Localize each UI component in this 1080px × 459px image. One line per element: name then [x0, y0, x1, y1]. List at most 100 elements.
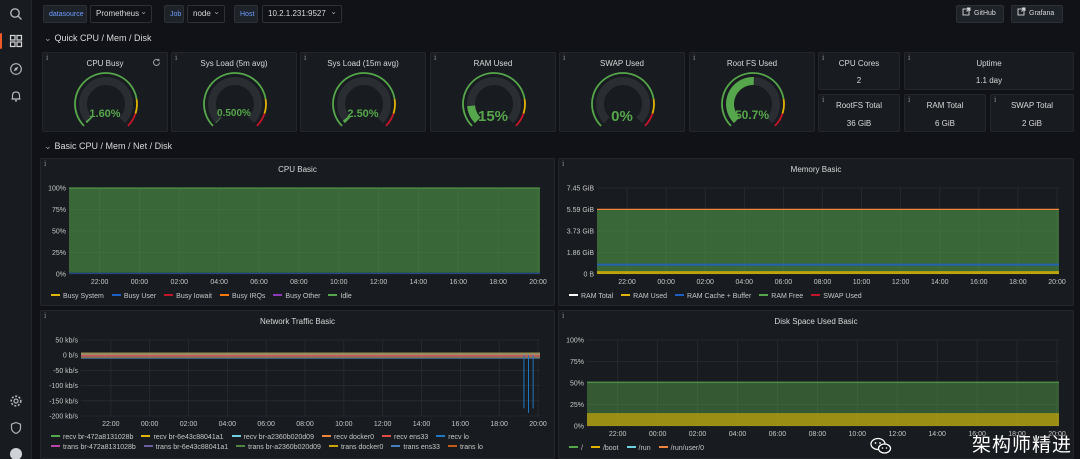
y-tick-label: 50 kb/s	[55, 338, 78, 345]
legend-label: RAM Total	[581, 293, 614, 300]
legend-item[interactable]: /run	[626, 444, 651, 454]
legend-item[interactable]: /run/user/0	[658, 444, 704, 454]
search-icon[interactable]	[9, 7, 23, 21]
legend-item[interactable]: trans lo	[447, 443, 483, 453]
legend-item[interactable]: Busy IRQs	[219, 292, 265, 302]
stat-title: SWAP Total	[1010, 101, 1054, 110]
y-tick-label: 1.86 GiB	[567, 250, 595, 257]
github-link-label: GitHub	[974, 10, 996, 17]
gauge-panel-ram-used: i RAM Used 15%	[430, 52, 556, 132]
info-icon: i	[46, 54, 49, 62]
gauge-track	[79, 77, 133, 124]
legend-item[interactable]: recv ens33	[382, 433, 428, 443]
legend-item[interactable]: /	[569, 444, 583, 454]
x-tick-label: 12:00	[370, 279, 388, 286]
stat-value: 2 GiB	[1021, 119, 1042, 128]
legend-item[interactable]: RAM Free	[759, 292, 803, 302]
row-title-text: Basic CPU / Mem / Net / Disk	[54, 141, 173, 151]
legend-item[interactable]: Idle	[328, 292, 352, 302]
x-tick-label: 02:00	[696, 279, 714, 286]
legend-swatch	[111, 294, 121, 296]
legend-label: recv lo	[448, 434, 469, 441]
panel-disk-space-used-basic: i Disk Space Used Basic 100% 75% 50% 25% 0% 2…	[558, 310, 1074, 459]
legend-item[interactable]: trans br-472a8131028b	[51, 443, 136, 453]
legend-item[interactable]: Busy User	[111, 292, 156, 302]
stat-panel-cpu-cores: i CPU Cores 2	[818, 52, 900, 90]
legend-item[interactable]: trans br-6e43c88041a1	[143, 443, 228, 453]
settings-gear-icon[interactable]	[9, 394, 23, 408]
datasource-select[interactable]: Prometheus	[90, 4, 152, 23]
legend-item[interactable]: RAM Used	[621, 292, 667, 302]
x-tick-label: 18:00	[489, 279, 507, 286]
job-select[interactable]: node	[187, 4, 225, 23]
legend-swatch	[391, 445, 401, 447]
legend-label: /run	[638, 445, 651, 452]
series-area-boot	[587, 413, 1059, 426]
y-tick-label: 100%	[48, 186, 66, 193]
legend-item[interactable]: trans ens33	[391, 443, 440, 453]
y-tick-label: -150 kb/s	[49, 398, 78, 405]
y-tick-label: 25%	[52, 250, 66, 257]
legend-item[interactable]: RAM Cache + Buffer	[675, 292, 751, 302]
refresh-icon[interactable]	[152, 58, 161, 67]
gauge-value: 0%	[611, 108, 633, 125]
threshold-red-arc	[774, 113, 784, 127]
y-tick-label: 75%	[570, 359, 584, 366]
x-tick-label: 16:00	[450, 279, 468, 286]
legend-item[interactable]: Busy System	[51, 292, 104, 302]
threshold-yellow-arc	[263, 99, 267, 114]
dashboards-icon[interactable]	[0, 33, 23, 49]
series-area-idle	[69, 188, 540, 273]
legend-swatch	[143, 445, 153, 447]
x-tick-label: 10:00	[330, 279, 348, 286]
legend-item[interactable]: recv lo	[436, 433, 469, 443]
x-tick-label: 14:00	[928, 431, 946, 438]
x-tick-label: 04:00	[736, 279, 754, 286]
github-link-button[interactable]: GitHub	[956, 5, 1004, 23]
legend-item[interactable]: recv docker0	[321, 433, 375, 443]
row-basic-cpu-mem-net-disk[interactable]: ⌄ Basic CPU / Mem / Net / Disk	[44, 141, 172, 152]
legend-item[interactable]: Busy Other	[273, 292, 320, 302]
info-icon: i	[434, 54, 437, 62]
host-select[interactable]: 10.2.1.231:9527	[262, 4, 342, 23]
legend-label: recv br-472a8131028b	[63, 434, 134, 441]
x-tick-label: 08:00	[296, 421, 314, 428]
legend-item[interactable]: Busy Iowait	[164, 292, 212, 302]
legend-item[interactable]: SWAP Used	[811, 292, 862, 302]
legend-item[interactable]: trans docker0	[328, 443, 384, 453]
legend-item[interactable]: recv br-a2360b020d09	[231, 433, 314, 443]
legend-label: SWAP Used	[823, 293, 862, 300]
threshold-green-arc	[74, 72, 138, 127]
legend-item[interactable]: trans br-a2360b020d09	[236, 443, 321, 453]
gauge-track	[337, 77, 391, 124]
legend-swatch	[759, 294, 769, 296]
row-quick-cpu-mem-disk[interactable]: ⌄ Quick CPU / Mem / Disk	[44, 33, 152, 44]
x-tick-label: 18:00	[490, 421, 508, 428]
threshold-yellow-arc	[134, 99, 138, 114]
grafana-link-button[interactable]: Grafana	[1011, 5, 1063, 23]
shield-icon[interactable]	[9, 421, 23, 435]
panel-title: Disk Space Used Basic	[774, 317, 858, 326]
sidebar	[0, 0, 32, 459]
info-icon: i	[693, 54, 696, 62]
alerting-bell-icon[interactable]	[9, 89, 23, 103]
chart-plot: 100% 75% 50% 25% 0% 22:00 00:00 02:00 04:00 06:00…	[48, 186, 547, 287]
gauge-dial	[203, 72, 267, 127]
legend-item[interactable]: recv br-472a8131028b	[51, 433, 133, 443]
user-avatar[interactable]	[9, 447, 23, 459]
x-tick-label: 22:00	[618, 279, 636, 286]
threshold-yellow-arc	[392, 99, 396, 114]
legend-swatch	[675, 294, 685, 296]
legend-label: recv docker0	[333, 434, 375, 441]
explore-icon[interactable]	[9, 62, 23, 76]
chart-legend: Busy System Busy User Busy Iowait Busy IRQs…	[51, 292, 550, 302]
legend-label: trans docker0	[340, 444, 384, 451]
legend-item[interactable]: /boot	[590, 444, 619, 454]
stat-panel-swap-total: i SWAP Total 2 GiB	[990, 94, 1074, 132]
legend-item[interactable]: recv br-6e43c88041a1	[141, 433, 224, 443]
series-band	[81, 352, 540, 359]
threshold-red-arc	[644, 113, 654, 127]
legend-item[interactable]: RAM Total	[569, 292, 613, 302]
legend-swatch	[328, 445, 338, 447]
legend-swatch	[321, 435, 331, 437]
